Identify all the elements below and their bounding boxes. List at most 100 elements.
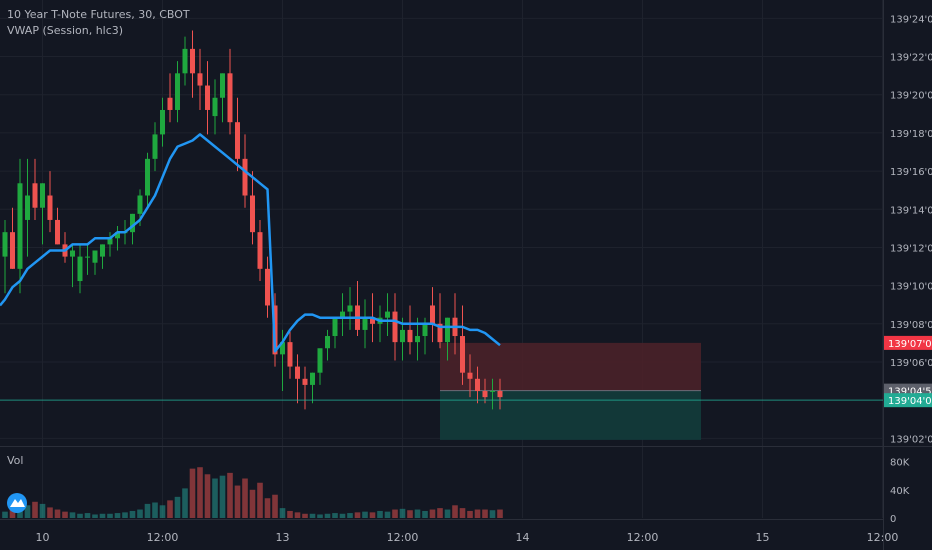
volume-bar [437, 508, 443, 518]
target-price-label: 139'04'0 [888, 396, 932, 407]
volume-bar [77, 513, 83, 518]
candle-body [40, 183, 45, 208]
volume-bars [2, 467, 503, 518]
volume-tick-label: 80K [890, 458, 910, 469]
logo-shape [10, 499, 25, 507]
time-tick-label: 12:00 [387, 531, 419, 544]
volume-bar [324, 513, 331, 518]
candle-body [70, 250, 75, 257]
price-tick-label: 139'16'0 [890, 167, 932, 178]
candle-body [497, 391, 503, 398]
candle-body [407, 329, 413, 343]
candle-body [482, 391, 488, 398]
candle-body [362, 317, 368, 330]
volume-bar [294, 512, 301, 518]
candle-body [197, 73, 203, 86]
volume-bar [167, 500, 173, 518]
candle-body [317, 348, 323, 373]
candle-body [130, 213, 135, 233]
position-zones[interactable] [440, 342, 701, 440]
volume-bar [414, 509, 421, 518]
indicator-legend[interactable]: VWAP (Session, hlc3) [7, 24, 124, 37]
volume-bar [474, 509, 481, 518]
price-tick-label: 139'10'0 [890, 282, 932, 293]
volume-bar [279, 508, 286, 518]
candle-body [227, 73, 233, 123]
volume-bar [129, 510, 136, 518]
volume-bar [9, 506, 16, 518]
price-tick-label: 139'14'0 [890, 205, 932, 216]
candle-body [220, 73, 225, 98]
volume-bar [377, 510, 383, 518]
vwap-series [0, 133, 501, 353]
entry-price-label: 139'04'5 [888, 387, 932, 398]
volume-bar [92, 514, 98, 518]
candle-body [107, 238, 113, 245]
time-tick-label: 12:00 [147, 531, 179, 544]
time-tick-label: 13 [276, 531, 290, 544]
candle-body [85, 256, 90, 258]
candle-body [175, 73, 180, 110]
symbol-legend[interactable]: 10 Year T-Note Futures, 30, CBOT [7, 8, 190, 21]
volume-bar [84, 513, 91, 518]
volume-bar [62, 511, 68, 518]
volume-bar [17, 509, 23, 518]
candle-body [415, 336, 420, 343]
candle-body [475, 378, 480, 392]
candle-body [437, 323, 443, 343]
candle-body [400, 329, 405, 343]
time-tick-label: 14 [516, 531, 530, 544]
candle-body [55, 219, 60, 245]
candle-body [152, 134, 158, 159]
volume-bar [189, 468, 196, 518]
candle-body [430, 305, 435, 324]
volume-bar [182, 488, 188, 518]
candle-body [445, 317, 450, 343]
volume-bar [317, 514, 323, 518]
axes[interactable]: 139'24'0 139'22'0 139'20'0 139'18'0 139'16'0… [7, 14, 932, 544]
volume-bar [69, 512, 76, 518]
take-profit-zone [440, 390, 701, 440]
tradingview-logo-icon [7, 493, 27, 513]
candle-body [460, 336, 465, 373]
volume-legend[interactable]: Vol [7, 454, 24, 467]
volume-bar [114, 513, 121, 518]
candle-body [392, 311, 398, 343]
volume-bar [489, 510, 496, 518]
candle-body [190, 48, 195, 74]
candle-body [77, 256, 83, 282]
volume-bar [407, 510, 413, 518]
candle-body [242, 158, 248, 196]
volume-bar [144, 503, 151, 518]
volume-bar [392, 509, 398, 518]
candle-body [25, 195, 30, 220]
target-price-badge [884, 393, 932, 408]
volume-tick-label: 0 [890, 514, 896, 525]
volume-bar [467, 510, 473, 518]
candle-body [340, 311, 345, 318]
volume-bar [54, 509, 61, 518]
volume-bar [444, 509, 451, 518]
volume-bar [212, 478, 218, 518]
volume-bar [459, 508, 466, 518]
stop-loss-zone [440, 342, 701, 391]
candle-body [145, 158, 150, 196]
volume-bar [384, 511, 391, 518]
volume-bar [332, 513, 338, 518]
volume-bar [174, 496, 181, 518]
candle-body [467, 372, 473, 379]
price-tick-label: 139'18'0 [890, 129, 932, 140]
vwap-line [0, 133, 501, 353]
volume-bar [204, 474, 211, 518]
volume-bar [264, 498, 271, 518]
candle-body [370, 317, 375, 324]
volume-bar [422, 510, 428, 518]
candle-body [280, 342, 285, 355]
price-tick-label: 139'02'0 [890, 434, 932, 445]
candle-body [160, 109, 165, 135]
candle-body [347, 305, 353, 312]
candle-body [490, 391, 495, 393]
candle-body [235, 122, 240, 159]
candle-body [250, 195, 255, 233]
